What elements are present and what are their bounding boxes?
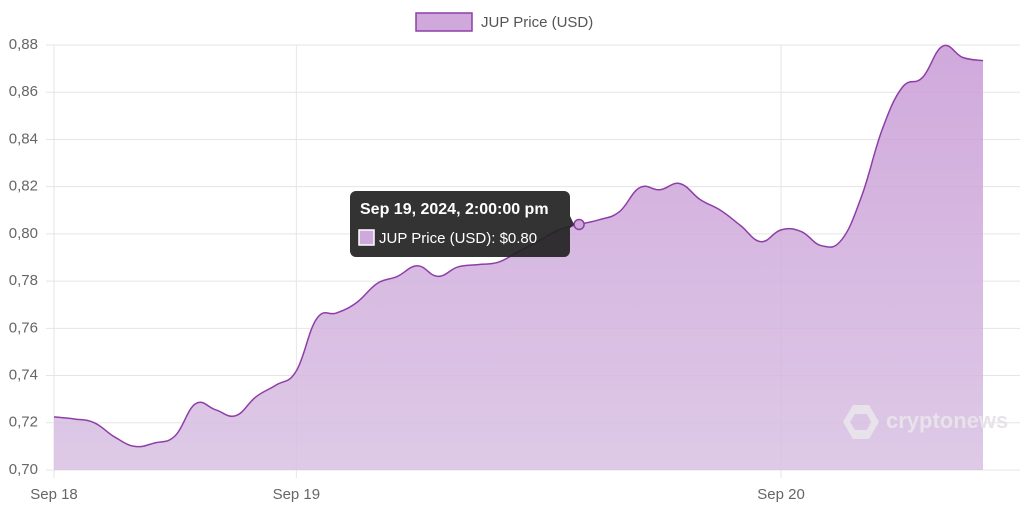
y-tick-label: 0,88 xyxy=(9,36,38,53)
tooltip-box xyxy=(350,191,570,257)
y-tick-label: 0,86 xyxy=(9,83,38,100)
hover-point xyxy=(573,218,585,231)
y-tick-label: 0,72 xyxy=(9,414,38,431)
tooltip: Sep 19, 2024, 2:00:00 pm JUP Price (USD)… xyxy=(350,191,570,257)
y-tick-label: 0,76 xyxy=(9,319,38,336)
legend-label[interactable]: JUP Price (USD) xyxy=(481,14,593,31)
tooltip-label: JUP Price (USD): $0.80 xyxy=(379,230,537,247)
y-tick-label: 0,84 xyxy=(9,130,38,147)
tooltip-title: Sep 19, 2024, 2:00:00 pm xyxy=(360,201,549,218)
tooltip-swatch xyxy=(358,229,375,246)
watermark-logo xyxy=(843,405,879,439)
y-tick-label: 0,70 xyxy=(9,461,38,478)
legend-swatch xyxy=(415,12,473,32)
x-tick-label: Sep 20 xyxy=(757,486,805,503)
plot xyxy=(53,44,984,470)
y-tick-label: 0,74 xyxy=(9,367,38,384)
legend[interactable]: JUP Price (USD) xyxy=(415,12,593,32)
area xyxy=(54,45,983,470)
watermark: cryptonews xyxy=(843,405,1008,439)
x-tick-label: Sep 18 xyxy=(30,486,78,503)
watermark-text: cryptonews xyxy=(886,408,1008,433)
y-tick-label: 0,82 xyxy=(9,178,38,195)
x-tick-label: Sep 19 xyxy=(273,486,321,503)
tooltip-caret xyxy=(570,216,575,228)
y-tick-label: 0,78 xyxy=(9,272,38,289)
y-tick-label: 0,80 xyxy=(9,225,38,242)
